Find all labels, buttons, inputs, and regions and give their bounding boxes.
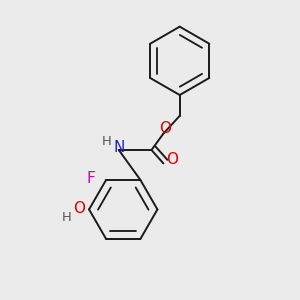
Text: O: O xyxy=(159,121,171,136)
Text: H: H xyxy=(101,135,111,148)
Text: O: O xyxy=(166,152,178,167)
Text: F: F xyxy=(86,171,95,186)
Text: O: O xyxy=(73,201,85,216)
Text: N: N xyxy=(114,140,125,154)
Text: H: H xyxy=(62,211,72,224)
